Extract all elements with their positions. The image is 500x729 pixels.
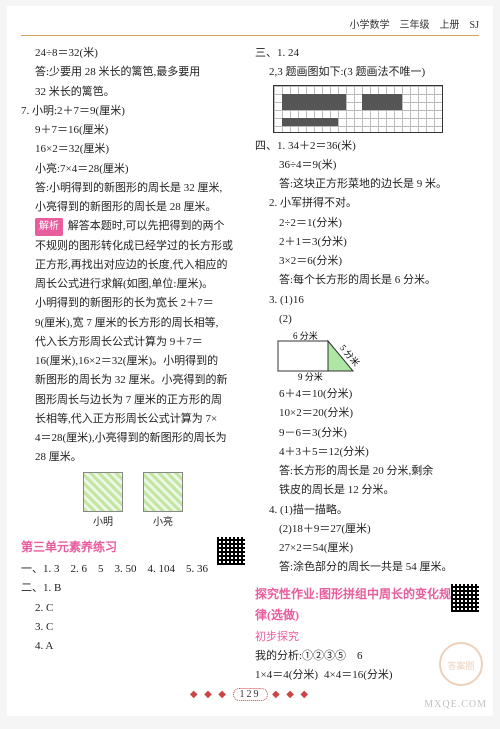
- text-line: 长相等,代入正方形周长公式计算为 7×: [21, 410, 245, 429]
- page-header: 小学数学 三年级 上册 SJ: [21, 16, 479, 36]
- text-line: 答:长方形的周长是 20 分米,剩余: [255, 462, 479, 481]
- shape-icon: [143, 472, 183, 512]
- question-number: 7.: [21, 105, 29, 117]
- text-line: 6＋4＝10(分米): [255, 385, 479, 404]
- qr-code-icon: [217, 537, 245, 565]
- text-line: 9＋7＝16(厘米): [21, 121, 245, 140]
- text-line: 代入长方形周长公式计算为 9＋7＝: [21, 333, 245, 352]
- left-column: 24÷8＝32(米) 答:少要用 28 米长的篱笆,最多要用 32 米长的篱笆。…: [21, 44, 245, 685]
- text-line: 4. (1)描一描略。: [255, 501, 479, 520]
- triangle-figure: 6 分米 5 分米 9 分米: [273, 331, 363, 381]
- text-line: 铁皮的周长是 12 分米。: [255, 481, 479, 500]
- text-line: 36÷4＝9(米): [255, 156, 479, 175]
- text-line: 图形周长与边长为 7 厘米的正方形的周: [21, 391, 245, 410]
- dim-label: 9 分米: [298, 371, 323, 381]
- text-line: 9－6＝3(分米): [255, 424, 479, 443]
- text-line: 三、1. 24: [255, 44, 479, 63]
- text-line: 小亮得到的新图形的周长是 28 厘米。: [21, 198, 245, 217]
- text-line: 答:这块正方形菜地的边长是 9 米。: [255, 175, 479, 194]
- text-line: 2÷2＝1(分米): [255, 214, 479, 233]
- text-line: 3×2＝6(分米): [255, 252, 479, 271]
- content-columns: 24÷8＝32(米) 答:少要用 28 米长的篱笆,最多要用 32 米长的篱笆。…: [21, 44, 479, 685]
- sub-title: 初步探究: [255, 628, 479, 647]
- text-line: 4×4＝16(分米): [324, 666, 393, 685]
- answer-line: 3. C: [21, 618, 245, 637]
- text-line: 32 米长的篱笆。: [21, 83, 245, 102]
- answer-line: 二、1. B: [21, 579, 245, 598]
- text-line: 27×2＝54(厘米): [255, 539, 479, 558]
- text-line: 小明:2＋7＝9(厘米): [32, 105, 125, 117]
- section-row: 第三单元素养练习: [21, 537, 245, 558]
- text-line: 2,3 题画图如下:(3 题画法不唯一): [255, 63, 479, 82]
- dim-label: 6 分米: [293, 331, 318, 341]
- text-line: 答:每个长方形的周长是 6 分米。: [255, 271, 479, 290]
- triangle-svg: 6 分米 5 分米 9 分米: [273, 331, 363, 381]
- text-line: 答:涂色部分的周长一共是 54 厘米。: [255, 558, 479, 577]
- filled-block: [362, 94, 402, 110]
- seal-stamp: 答案圈: [439, 642, 483, 686]
- filled-block: [282, 94, 346, 110]
- section-row: 探究性作业:图形拼组中周长的变化规律(选做): [255, 584, 479, 626]
- page-number-value: 129: [233, 688, 268, 701]
- figure-ming: 小明: [83, 472, 123, 532]
- text-line: 答:少要用 28 米长的篱笆,最多要用: [21, 63, 245, 82]
- section-title: 探究性作业:图形拼组中周长的变化规律(选做): [255, 584, 479, 626]
- text-line: 四、1. 34＋2＝36(米): [255, 137, 479, 156]
- figure-label: 小明: [93, 517, 113, 528]
- figure-liang: 小亮: [143, 472, 183, 532]
- text-line: 24÷8＝32(米): [21, 44, 245, 63]
- text-line: 10×2＝20(分米): [255, 404, 479, 423]
- figure-row: 小明 小亮: [21, 472, 245, 532]
- grid-figure: [273, 85, 443, 133]
- text-line: 小亮:7×4＝28(厘米): [21, 160, 245, 179]
- text-line: 小明得到的新图形的长为宽长 2＋7＝: [21, 294, 245, 313]
- text-line: 16(厘米),16×2＝32(厘米)。小明得到的: [21, 352, 245, 371]
- section-title: 第三单元素养练习: [21, 537, 245, 558]
- answer-line: 一、1. 3 2. 6 5 3. 50 4. 104 5. 36: [21, 560, 245, 579]
- text-line: 不规则的图形转化成已经学过的长方形或: [21, 237, 245, 256]
- text-line: 正方形,再找出对应边的长度,代入相应的: [21, 256, 245, 275]
- question-7: 7. 小明:2＋7＝9(厘米): [21, 102, 245, 121]
- text-line: 3. (1)16: [255, 291, 479, 310]
- analysis-block: 解析 解答本题时,可以先把得到的两个: [21, 217, 245, 236]
- figure-label: 小亮: [153, 517, 173, 528]
- text-line: 答:小明得到的新图形的周长是 32 厘米,: [21, 179, 245, 198]
- shape-icon: [83, 472, 123, 512]
- watermark: MXQE.COM: [424, 699, 487, 710]
- page-number: ◆ ◆ ◆ 129 ◆ ◆ ◆: [21, 689, 479, 700]
- text-line: 28 厘米。: [21, 448, 245, 467]
- text-line: 2. 小军拼得不对。: [255, 194, 479, 213]
- text-line: 4＝28(厘米),小亮得到的新图形的周长为: [21, 429, 245, 448]
- analysis-tag: 解析: [35, 218, 63, 236]
- text-line: 解答本题时,可以先把得到的两个: [68, 220, 225, 232]
- text-line: 1×4＝4(分米): [255, 666, 318, 685]
- text-line: 9(厘米),宽 7 厘米的长方形的周长相等,: [21, 314, 245, 333]
- text-line: 新图形的周长为 32 厘米。小亮得到的新: [21, 371, 245, 390]
- text-line: 周长公式进行求解(如图,单位:厘米)。: [21, 275, 245, 294]
- right-column: 三、1. 24 2,3 题画图如下:(3 题画法不唯一) 四、1. 34＋2＝3…: [255, 44, 479, 685]
- answer-line: 2. C: [21, 599, 245, 618]
- answer-line: 4. A: [21, 637, 245, 656]
- page: 小学数学 三年级 上册 SJ 24÷8＝32(米) 答:少要用 28 米长的篱笆…: [7, 6, 493, 716]
- text-line: 2＋1＝3(分米): [255, 233, 479, 252]
- filled-block: [282, 118, 338, 126]
- text-line: (2)18＋9＝27(厘米): [255, 520, 479, 539]
- qr-code-icon: [451, 584, 479, 612]
- text-line: 4＋3＋5＝12(分米): [255, 443, 479, 462]
- text-line: (2): [255, 310, 479, 329]
- text-line: 16×2＝32(厘米): [21, 140, 245, 159]
